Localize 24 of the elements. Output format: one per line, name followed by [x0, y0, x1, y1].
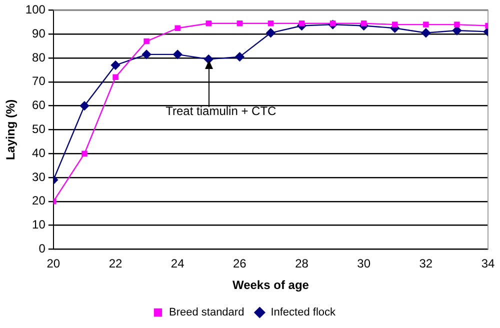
y-tick-label: 80	[32, 50, 46, 64]
y-tick-label: 0	[38, 242, 46, 256]
y-tick-label: 30	[32, 170, 46, 184]
x-tick-label: 22	[108, 256, 122, 271]
x-axis-title: Weeks of age	[232, 278, 310, 292]
x-tick-label: 30	[357, 256, 371, 271]
annotation: Treat tiamulin + CTC	[166, 104, 276, 118]
y-axis-title: Laying (%)	[4, 99, 18, 160]
legend-label: Infected flock	[270, 306, 336, 319]
y-tick-label: 70	[32, 74, 46, 88]
x-tick-label: 24	[170, 256, 185, 271]
x-tick-label: 20	[46, 256, 60, 271]
x-tick-label: 26	[232, 256, 247, 271]
y-tick-label: 20	[32, 194, 46, 208]
x-tick-label: 32	[419, 256, 433, 271]
y-tick-label: 50	[32, 122, 46, 136]
y-tick-label: 40	[32, 146, 46, 160]
y-tick-label: 60	[32, 98, 46, 112]
x-tick-label: 34	[481, 256, 495, 271]
y-tick-label: 10	[32, 218, 46, 232]
x-tick-label: 28	[295, 256, 309, 271]
legend-label: Breed standard	[168, 306, 244, 319]
y-tick-label: 100	[25, 2, 46, 17]
y-tick-label: 90	[32, 26, 46, 40]
